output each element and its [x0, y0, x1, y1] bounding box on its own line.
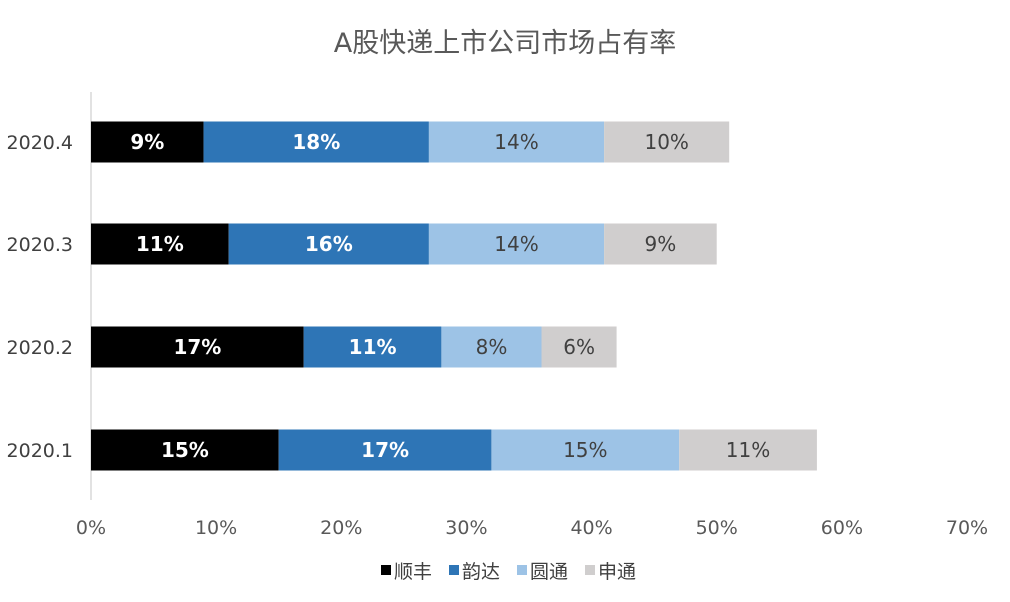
data-label: 11% — [349, 335, 397, 359]
bar-segment — [91, 223, 229, 265]
legend-label: 圆通 — [530, 561, 568, 583]
x-tick-label: 20% — [320, 517, 362, 539]
bar-segment — [91, 121, 204, 163]
bar-segment — [604, 121, 730, 163]
x-tick-label: 60% — [821, 517, 863, 539]
data-label: 17% — [361, 438, 409, 462]
data-label: 11% — [136, 232, 184, 256]
legend-label: 顺丰 — [394, 561, 432, 583]
category-labels: 2020.1 2020.2 2020.3 2020.4 — [7, 132, 73, 462]
legend-swatch — [449, 565, 459, 575]
bar-segment — [278, 429, 492, 471]
legend-label: 韵达 — [462, 561, 500, 583]
legend-swatch — [517, 565, 527, 575]
bar-segment — [303, 326, 442, 368]
data-label: 18% — [292, 130, 340, 154]
bar-segment — [91, 326, 304, 368]
bar-segment — [541, 326, 617, 368]
x-tick-label: 70% — [946, 517, 988, 539]
data-label: 14% — [494, 232, 538, 256]
bars-group: 15% 17% 15% 11% 17% 11% 8% 6% 11% 16% 14% 9% 9% 18% 14… — [91, 121, 817, 471]
bar-segment — [604, 223, 717, 265]
legend-swatch — [585, 565, 595, 575]
x-tick-label: 30% — [445, 517, 487, 539]
chart-title: A股快递上市公司市场占有率 — [334, 28, 676, 59]
category-label: 2020.1 — [7, 440, 73, 462]
legend-swatch — [381, 565, 391, 575]
legend-label: 申通 — [598, 561, 636, 583]
x-tick-label: 10% — [195, 517, 237, 539]
bar-segment — [428, 223, 605, 265]
data-label: 9% — [645, 232, 677, 256]
data-label: 9% — [130, 130, 164, 154]
bar-segment — [679, 429, 817, 471]
bar-segment — [203, 121, 429, 163]
category-label: 2020.2 — [7, 337, 73, 359]
data-label: 11% — [726, 438, 770, 462]
data-label: 14% — [494, 130, 538, 154]
x-tick-label: 50% — [696, 517, 738, 539]
legend: 顺丰 韵达 圆通 申通 — [381, 561, 636, 583]
x-tick-label: 0% — [76, 517, 106, 539]
data-label: 8% — [476, 335, 508, 359]
category-label: 2020.4 — [7, 132, 73, 154]
data-label: 10% — [644, 130, 688, 154]
bar-segment — [228, 223, 429, 265]
data-label: 16% — [305, 232, 353, 256]
data-label: 15% — [563, 438, 607, 462]
bar-segment — [441, 326, 542, 368]
bar-segment — [428, 121, 605, 163]
x-axis-tick-labels: 0% 10% 20% 30% 40% 50% 60% 70% — [76, 517, 988, 539]
data-label: 6% — [563, 335, 595, 359]
data-label: 15% — [161, 438, 209, 462]
bar-segment — [491, 429, 680, 471]
category-label: 2020.3 — [7, 234, 73, 256]
x-tick-label: 40% — [570, 517, 612, 539]
bar-segment — [91, 429, 279, 471]
data-label: 17% — [173, 335, 221, 359]
